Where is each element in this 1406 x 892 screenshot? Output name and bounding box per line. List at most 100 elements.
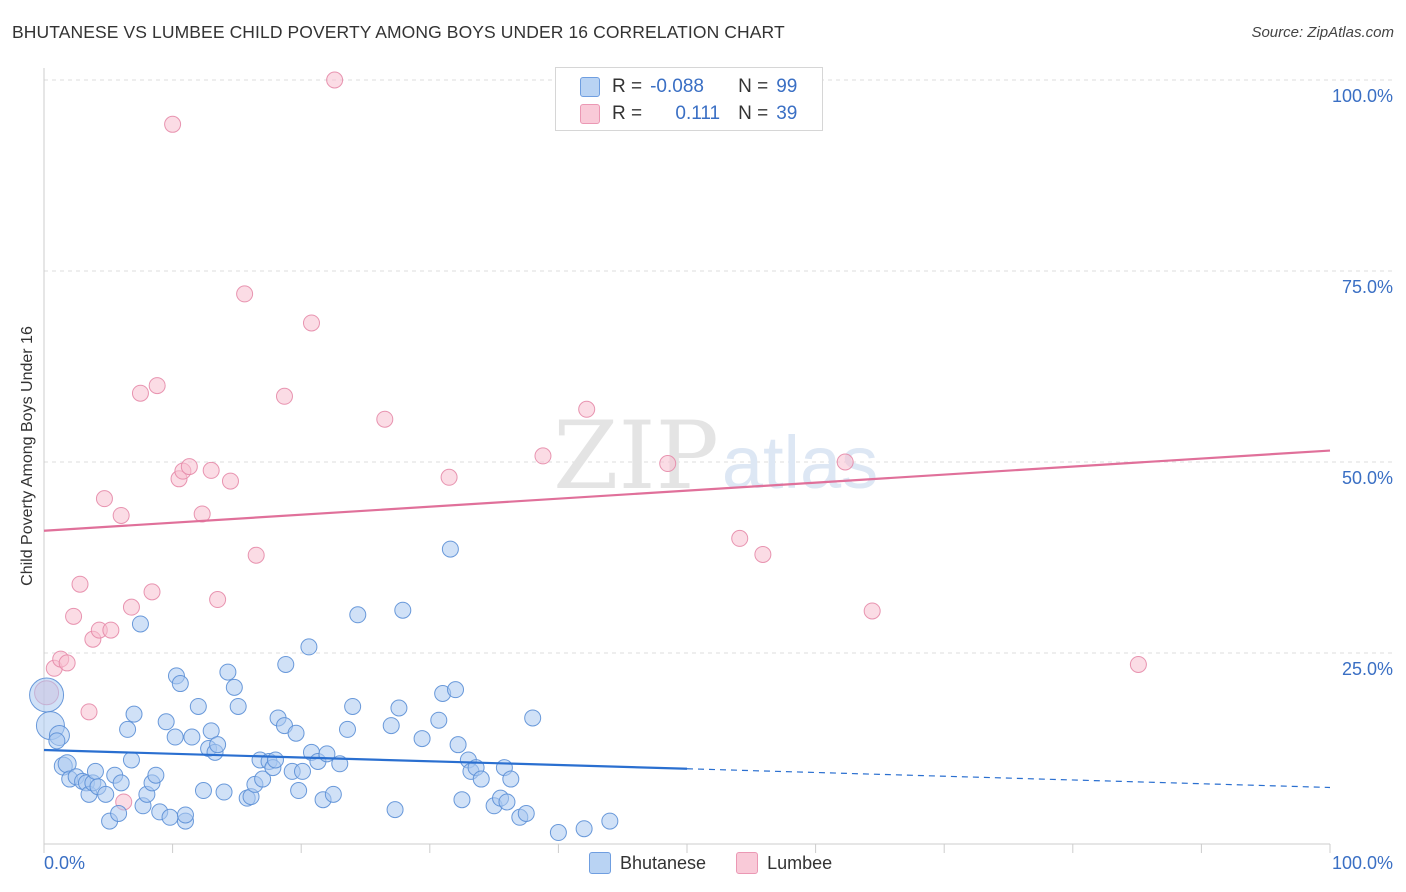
bhutanese-point [266,751,284,769]
legend-swatch-bhutanese [589,852,611,874]
y-tick-label: 75.0% [1342,277,1393,297]
bhutanese-point [447,681,465,699]
lumbee-point [659,455,677,473]
bhutanese-point [517,804,535,822]
trend-lines [43,449,1331,789]
lumbee-point [202,461,220,479]
lumbee-trend-line [43,449,1331,532]
bhutanese-point [119,720,137,738]
lumbee-point [326,71,344,89]
bhutanese-point [97,785,115,803]
lumbee-point [863,602,881,620]
lumbee-point [148,377,166,395]
bhutanese-point [293,762,311,780]
bhutanese-point [386,801,404,819]
bhutanese-point [29,677,65,713]
bhutanese-point [502,770,520,788]
legend-r-value: 0.111 [675,103,721,124]
bhutanese-point [189,697,207,715]
bhutanese-point [48,732,66,750]
watermark-atlas: atlas [722,421,878,504]
bhutanese-point [209,736,227,754]
correlation-legend: R = -0.088 N = 99 R = 0.111 N = 39 [555,67,823,131]
lumbee-point [122,598,140,616]
bhutanese-point [157,713,175,731]
bhutanese-point [394,601,412,619]
lumbee-point [209,591,227,609]
bhutanese-point [254,770,272,788]
bhutanese-point [215,783,233,801]
bhutanese-point [171,675,189,693]
bhutanese-point [413,730,431,748]
bhutanese-point [166,728,184,746]
legend-n-value: 39 [776,103,798,124]
legend-r-label: R = [612,76,643,97]
bhutanese-point [601,812,619,830]
bhutanese-point [219,663,237,681]
legend-swatch-lumbee [736,852,759,874]
bhutanese-point [194,782,212,800]
bhutanese-point [472,770,490,788]
bhutanese-point [498,793,516,811]
bhutanese-trend-extension [686,768,1331,789]
bhutanese-point [382,717,400,735]
legend-item-bhutanese: Bhutanese [589,852,706,874]
bhutanese-point [575,820,593,838]
legend-row-bhutanese: R = -0.088 N = 99 [580,75,797,99]
bhutanese-point [229,697,247,715]
bhutanese-point [344,697,362,715]
legend-n-label: N = [738,103,769,124]
lumbee-point [95,490,113,508]
lumbee-point [131,384,149,402]
bhutanese-point [131,615,149,633]
lumbee-point [112,506,130,524]
watermark: ZIP atlas [553,402,878,511]
lumbee-point [731,529,749,547]
x-tick-label: 0.0% [44,853,85,873]
bhutanese-point [202,722,220,740]
bhutanese-point [524,709,542,727]
legend-item-lumbee: Lumbee [736,852,832,874]
lumbee-point [1129,655,1147,673]
source-label: Source: ZipAtlas.com [1251,24,1394,41]
bhutanese-point [338,720,356,738]
lumbee-point [221,472,239,490]
bhutanese-point [147,766,165,784]
bhutanese-point [277,655,295,673]
bhutanese-point [324,785,342,803]
series-legend: Bhutanese Lumbee [589,852,862,874]
bhutanese-point [290,782,308,800]
bhutanese-point [390,699,408,717]
bhutanese-trend-line [43,748,688,770]
lumbee-point [534,447,552,465]
chart-title: BHUTANESE VS LUMBEE CHILD POVERTY AMONG … [12,22,785,42]
lumbee-point [376,410,394,428]
legend-swatch-bhutanese [580,77,600,97]
lumbee-point [180,458,198,476]
lumbee-point [71,575,89,593]
bhutanese-point [430,711,448,729]
lumbee-point [247,546,265,564]
lumbee-point [65,607,83,625]
bhutanese-point [225,678,243,696]
bhutanese-point [122,751,140,769]
legend-swatch-lumbee [580,104,600,124]
bhutanese-point [176,806,194,824]
grid [44,79,1392,654]
bhutanese-point [161,808,179,826]
y-tick-label: 100.0% [1332,86,1393,106]
bhutanese-point [86,762,104,780]
legend-r-value: -0.088 [650,76,704,97]
bhutanese-point [110,804,128,822]
lumbee-point [143,583,161,601]
legend-n-label: N = [738,76,769,97]
y-tick-label: 25.0% [1342,659,1393,679]
legend-r-label: R = [612,103,643,124]
x-tick-label: 100.0% [1332,853,1393,873]
bhutanese-point [112,774,130,792]
legend-label-lumbee: Lumbee [767,852,833,873]
lumbee-point [236,285,254,303]
legend-row-lumbee: R = 0.111 N = 39 [580,102,797,126]
legend-label-bhutanese: Bhutanese [620,852,707,873]
